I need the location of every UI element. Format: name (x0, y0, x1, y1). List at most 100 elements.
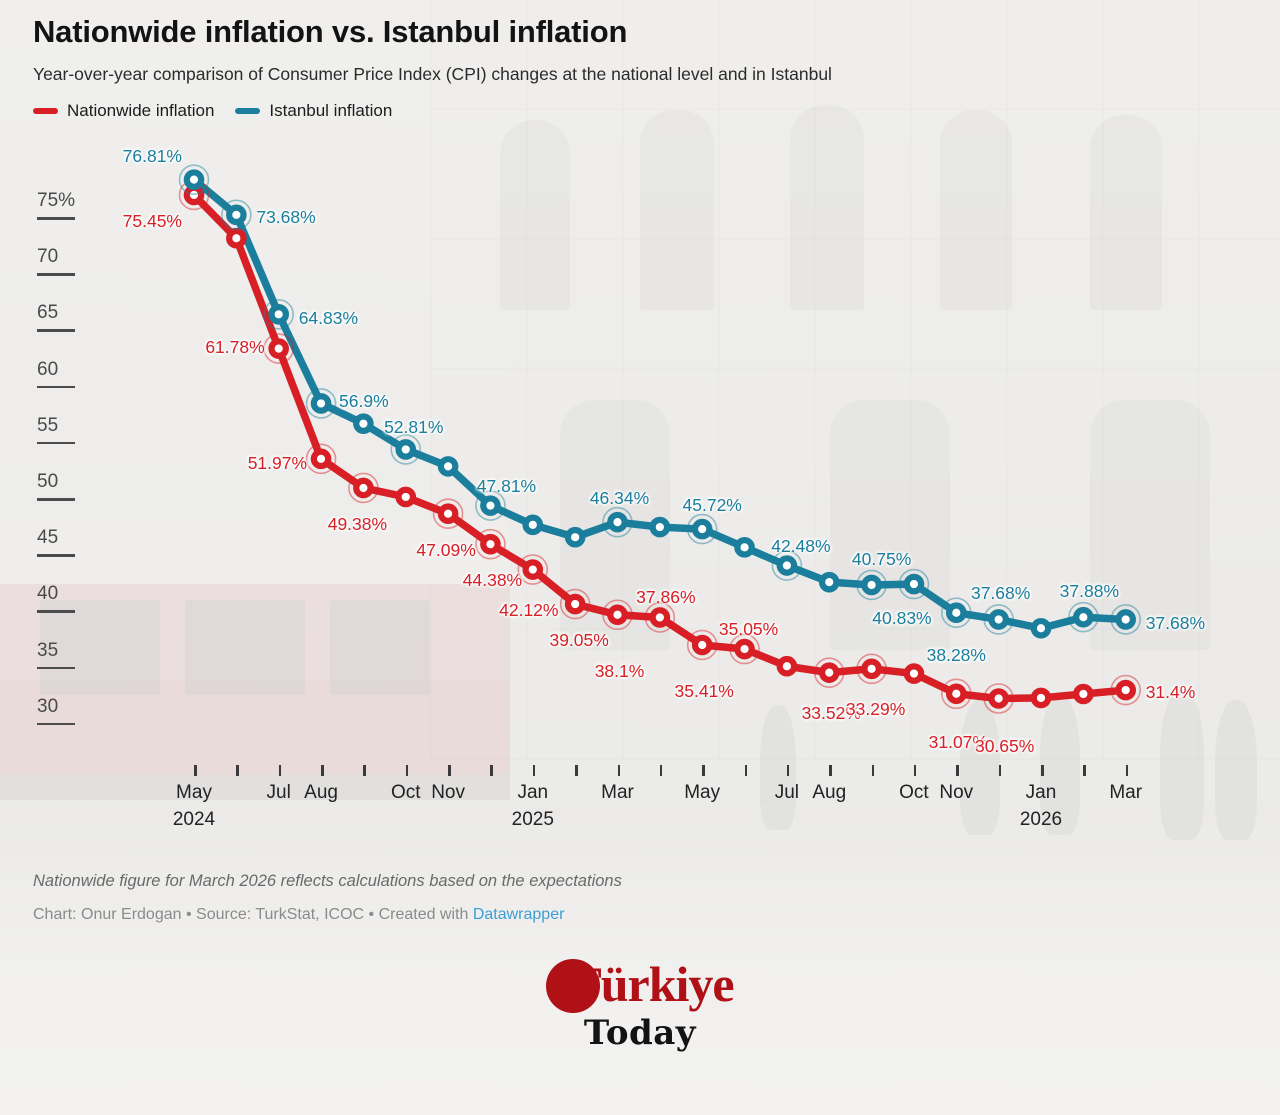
y-axis-tick-line (37, 217, 75, 220)
data-point-halo (559, 588, 591, 620)
data-point-marker[interactable] (437, 503, 459, 525)
data-point-marker[interactable] (522, 514, 544, 536)
data-point-marker[interactable] (776, 655, 798, 677)
data-point-marker[interactable] (480, 495, 501, 516)
chart-note: Nationwide figure for March 2026 reflect… (33, 872, 622, 890)
y-axis-tick-line (37, 722, 75, 726)
data-point-marker[interactable] (1115, 679, 1136, 701)
data-point-marker[interactable] (183, 169, 205, 190)
data-point-halo (686, 513, 718, 545)
data-point-marker[interactable] (818, 571, 840, 593)
data-point-marker[interactable] (734, 537, 755, 558)
legend-label-nationwide: Nationwide inflation (67, 101, 215, 121)
data-point-marker[interactable] (861, 658, 882, 680)
data-point-marker[interactable] (353, 477, 374, 499)
data-point-marker[interactable] (861, 574, 882, 596)
data-point-label: 31.4% (1145, 682, 1196, 703)
data-point-marker[interactable] (691, 518, 713, 540)
data-point-marker[interactable] (395, 439, 417, 460)
x-axis-tick (490, 765, 493, 776)
x-axis-tick-label: Nov (431, 782, 465, 803)
data-point-marker[interactable] (395, 486, 417, 508)
data-point-marker[interactable] (522, 559, 544, 580)
data-point-marker[interactable] (945, 602, 967, 624)
legend-swatch-istanbul (235, 108, 261, 115)
data-point-marker[interactable] (903, 573, 925, 595)
data-point-marker[interactable] (988, 609, 1009, 630)
x-axis-tick (363, 765, 366, 776)
data-point-marker[interactable] (903, 663, 925, 684)
data-point-halo (178, 164, 210, 195)
data-point-marker[interactable] (988, 688, 1009, 709)
data-point-halo (1068, 601, 1099, 633)
data-point-label: 39.05% (549, 630, 609, 651)
data-point-marker[interactable] (818, 662, 840, 683)
data-point-halo (517, 554, 549, 585)
x-axis-tick (913, 765, 917, 776)
chart-legend: Nationwide inflation Istanbul inflation (33, 101, 1260, 121)
data-point-marker[interactable] (310, 393, 332, 414)
x-axis-tick (998, 765, 1002, 776)
data-point-label: 47.09% (416, 539, 476, 560)
data-point-marker[interactable] (437, 456, 459, 477)
data-point-halo (940, 678, 972, 710)
data-point-marker[interactable] (691, 634, 713, 656)
data-point-marker[interactable] (1030, 687, 1052, 709)
data-point-halo (475, 528, 506, 560)
data-point-marker[interactable] (1073, 683, 1094, 705)
data-point-marker[interactable] (734, 638, 755, 660)
x-axis-tick (702, 765, 705, 776)
data-point-label: 56.9% (339, 391, 389, 412)
data-point-marker[interactable] (268, 338, 289, 359)
x-axis-tick (1083, 765, 1086, 776)
data-point-marker[interactable] (564, 526, 586, 548)
y-axis-tick-line (37, 610, 75, 613)
data-point-marker[interactable] (1073, 606, 1094, 628)
data-point-marker[interactable] (776, 555, 798, 576)
x-axis-tick (659, 765, 663, 776)
data-point-marker[interactable] (945, 683, 967, 705)
data-point-marker[interactable] (607, 511, 628, 533)
y-axis-tick-label: 65 (37, 302, 59, 324)
data-point-marker[interactable] (564, 593, 586, 615)
data-point-marker[interactable] (1030, 617, 1052, 639)
logo-word-rest: ürkiye (600, 956, 735, 1012)
data-point-halo (305, 443, 337, 475)
x-axis-tick (236, 765, 239, 776)
data-point-marker[interactable] (649, 516, 671, 538)
data-point-label: 38.28% (926, 644, 986, 665)
y-axis-tick-line (37, 498, 75, 501)
datawrapper-link[interactable]: Datawrapper (472, 906, 565, 923)
data-point-halo (348, 472, 379, 504)
data-point-halo (1110, 604, 1141, 635)
x-axis-tick-label: Aug (812, 782, 847, 803)
series-line (190, 175, 1130, 632)
data-point-halo (602, 599, 633, 631)
x-axis-year-label: 2025 (511, 809, 554, 830)
data-point-label: 40.75% (851, 548, 912, 569)
y-axis-tick-label: 30 (37, 695, 59, 717)
data-point-label: 42.48% (771, 535, 831, 556)
data-point-marker[interactable] (226, 227, 247, 249)
data-point-marker[interactable] (268, 304, 289, 325)
data-point-halo (644, 602, 676, 633)
legend-item-nationwide[interactable]: Nationwide inflation (33, 101, 214, 121)
data-point-marker[interactable] (649, 607, 671, 628)
data-point-marker[interactable] (1115, 609, 1136, 630)
data-point-halo (390, 434, 422, 465)
data-point-halo (729, 633, 760, 665)
y-axis-tick-line (37, 329, 75, 332)
x-axis-tick (321, 765, 324, 776)
data-point-label: 31.07% (928, 731, 988, 752)
data-point-halo (432, 498, 464, 530)
data-point-marker[interactable] (480, 533, 501, 555)
data-point-marker[interactable] (310, 448, 332, 470)
data-point-marker[interactable] (607, 604, 628, 626)
y-axis-tick-label: 45 (37, 527, 59, 549)
y-axis-tick-label: 40 (37, 583, 59, 605)
data-point-label: 33.29% (845, 698, 906, 719)
data-point-label: 52.81% (384, 417, 444, 438)
data-point-marker[interactable] (353, 413, 374, 434)
data-point-marker[interactable] (226, 204, 247, 226)
legend-item-istanbul[interactable]: Istanbul inflation (235, 101, 392, 121)
